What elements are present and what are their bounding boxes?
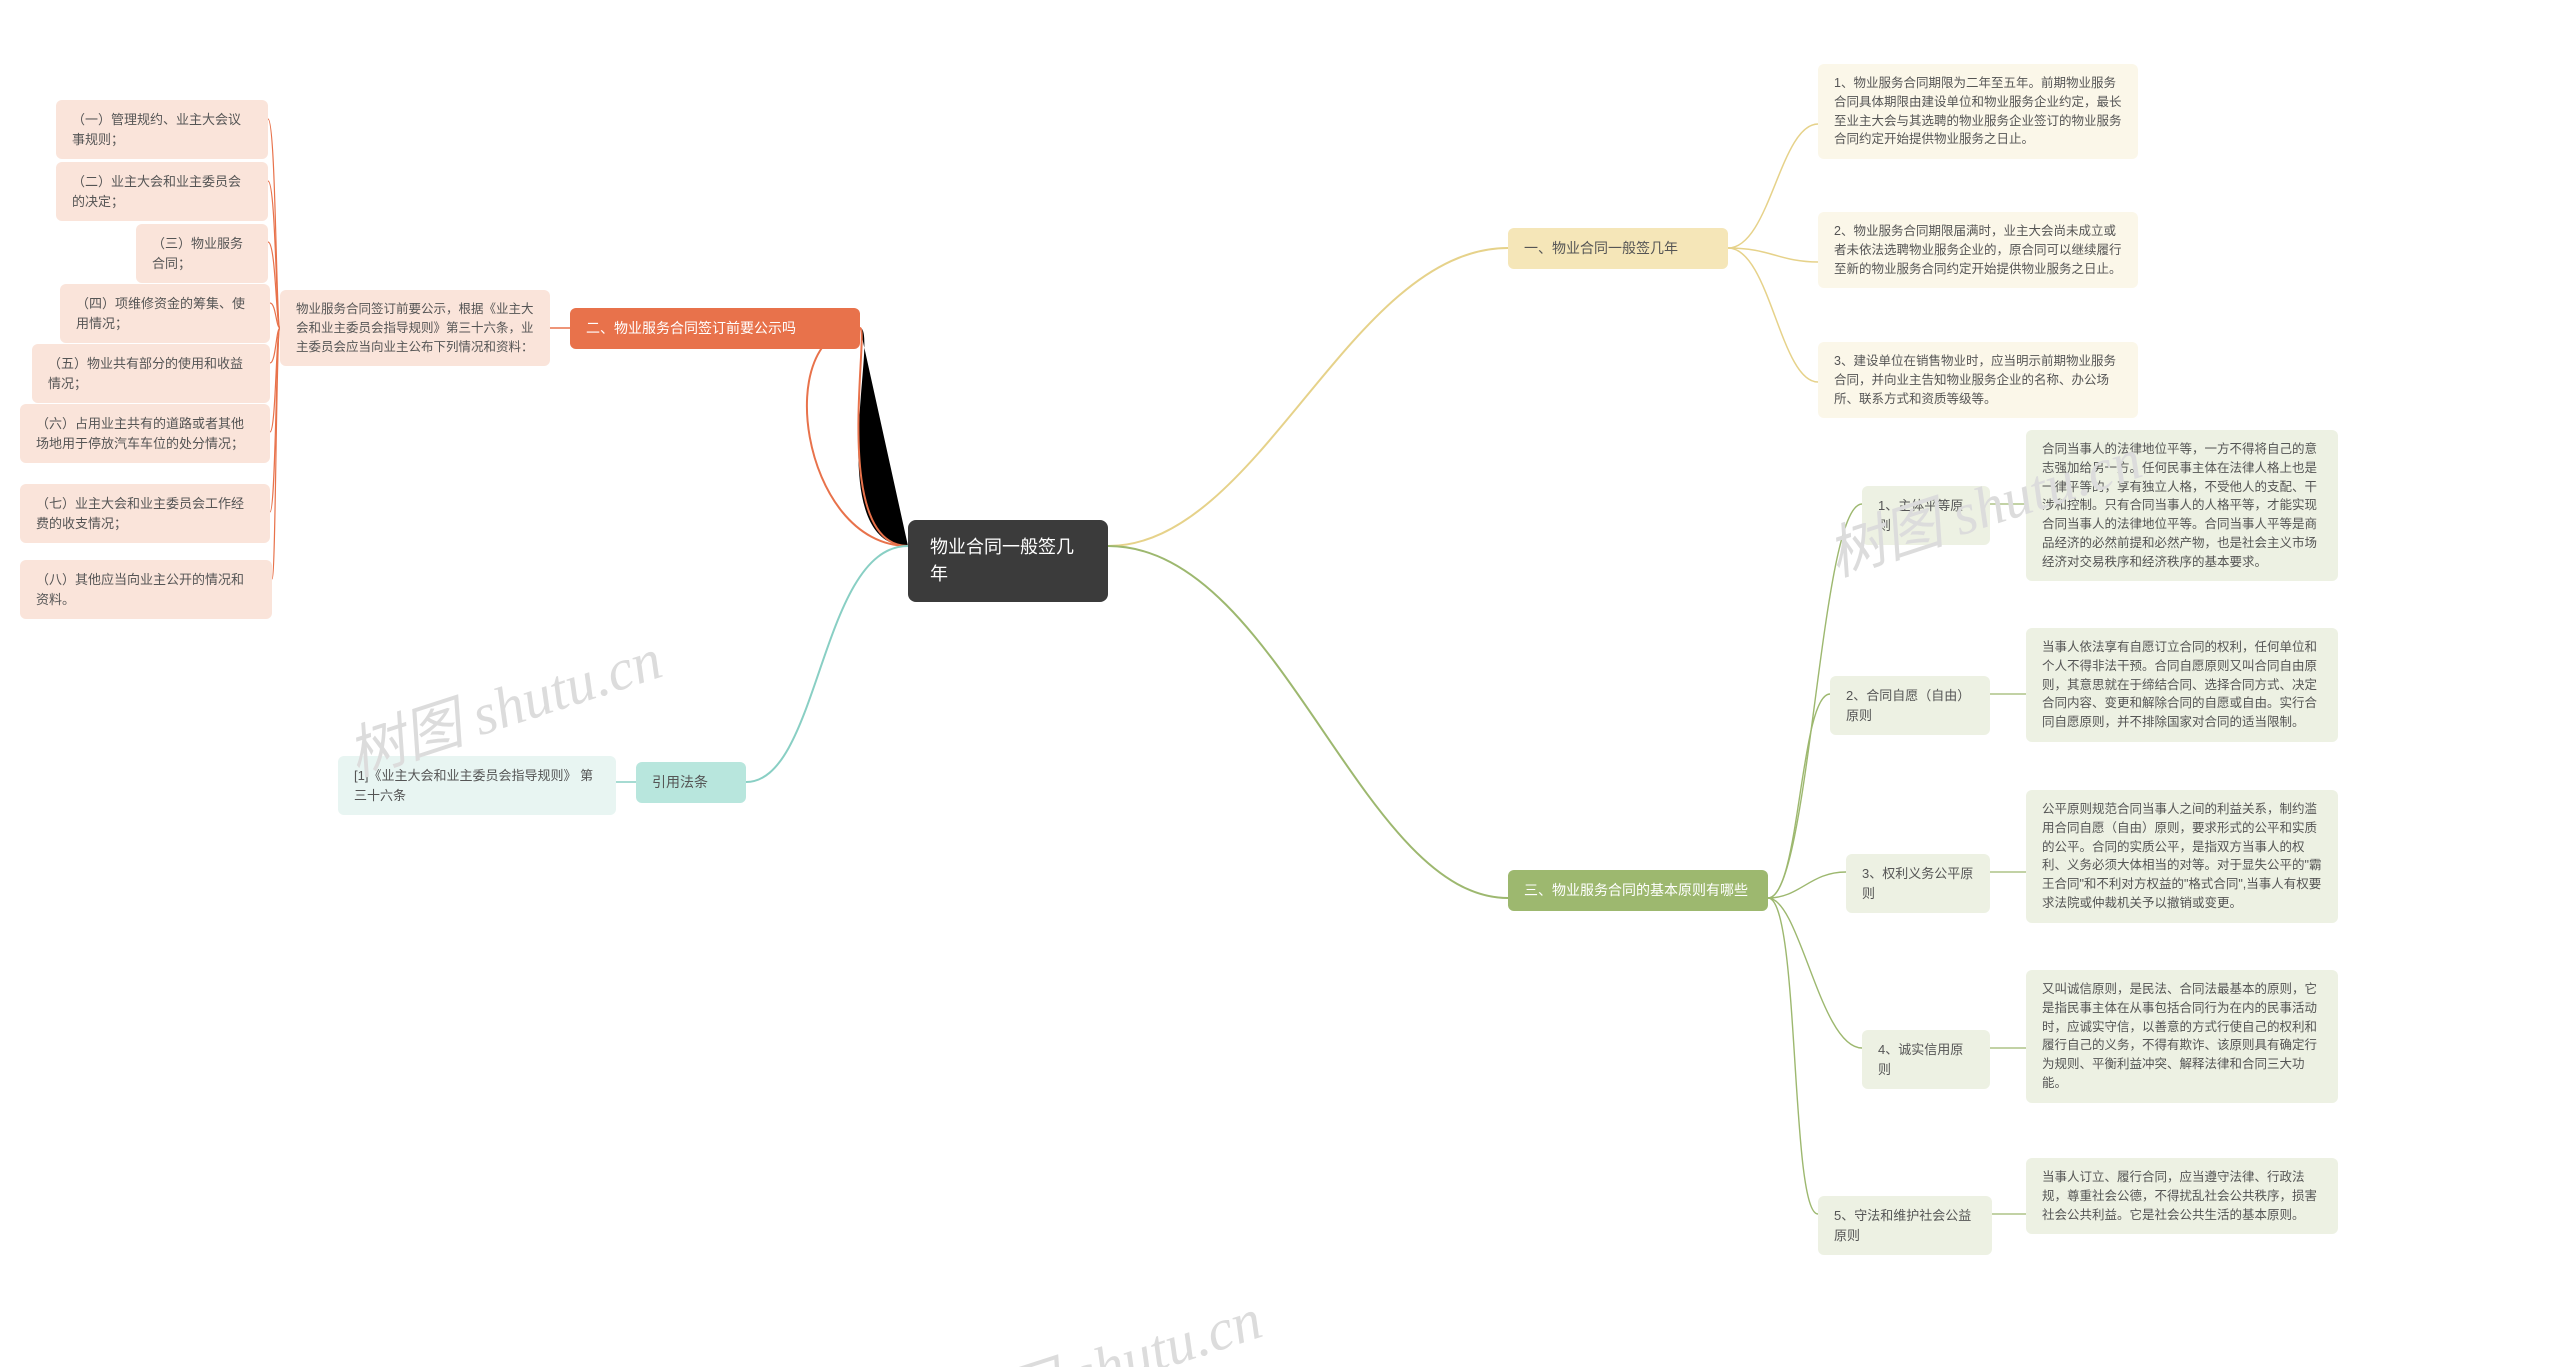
branch-2-leaf-7: （七）业主大会和业主委员会工作经费的收支情况； [20,484,270,543]
branch-3-desc-5: 当事人订立、履行合同，应当遵守法律、行政法规，尊重社会公德，不得扰乱社会公共秩序… [2026,1158,2338,1234]
branch-2-leaf-6: （六）占用业主共有的道路或者其他场地用于停放汽车车位的处分情况； [20,404,270,463]
branch-3-sub-1: 1、主体平等原则 [1862,486,1990,545]
branch-4-leaf-1: [1]《业主大会和业主委员会指导规则》 第三十六条 [338,756,616,815]
branch-3-desc-1: 合同当事人的法律地位平等，一方不得将自己的意志强加给另一方。任何民事主体在法律人… [2026,430,2338,581]
branch-3-sub-3: 3、权利义务公平原则 [1846,854,1990,913]
branch-2-leaf-3: （三）物业服务合同； [136,224,268,283]
branch-1-leaf-1: 1、物业服务合同期限为二年至五年。前期物业服务合同具体期限由建设单位和物业服务企… [1818,64,2138,159]
branch-3-sub-5: 5、守法和维护社会公益原则 [1818,1196,1992,1255]
branch-2-leaf-2: （二）业主大会和业主委员会的决定； [56,162,268,221]
watermark-3: 树图 shutu.cn [935,1272,1270,1367]
root-node: 物业合同一般签几年 [908,520,1108,602]
branch-3-desc-4: 又叫诚信原则，是民法、合同法最基本的原则，它是指民事主体在从事包括合同行为在内的… [2026,970,2338,1103]
branch-3-sub-2: 2、合同自愿（自由）原则 [1830,676,1990,735]
branch-2-leaf-1: （一）管理规约、业主大会议事规则； [56,100,268,159]
branch-3: 三、物业服务合同的基本原则有哪些 [1508,870,1768,911]
branch-2-mid: 物业服务合同签订前要公示，根据《业主大会和业主委员会指导规则》第三十六条，业主委… [280,290,550,366]
branch-3-desc-3: 公平原则规范合同当事人之间的利益关系，制约滥用合同自愿（自由）原则，要求形式的公… [2026,790,2338,923]
branch-2: 二、物业服务合同签订前要公示吗 [570,308,860,349]
branch-2-leaf-4: （四）项维修资金的筹集、使用情况； [60,284,270,343]
branch-2-leaf-8: （八）其他应当向业主公开的情况和资料。 [20,560,272,619]
branch-4: 引用法条 [636,762,746,803]
branch-1: 一、物业合同一般签几年 [1508,228,1728,269]
branch-3-desc-2: 当事人依法享有自愿订立合同的权利，任何单位和个人不得非法干预。合同自愿原则又叫合… [2026,628,2338,742]
branch-1-leaf-2: 2、物业服务合同期限届满时，业主大会尚未成立或者未依法选聘物业服务企业的，原合同… [1818,212,2138,288]
branch-3-sub-4: 4、诚实信用原则 [1862,1030,1990,1089]
branch-2-leaf-5: （五）物业共有部分的使用和收益情况； [32,344,270,403]
branch-1-leaf-3: 3、建设单位在销售物业时，应当明示前期物业服务合同，并向业主告知物业服务企业的名… [1818,342,2138,418]
